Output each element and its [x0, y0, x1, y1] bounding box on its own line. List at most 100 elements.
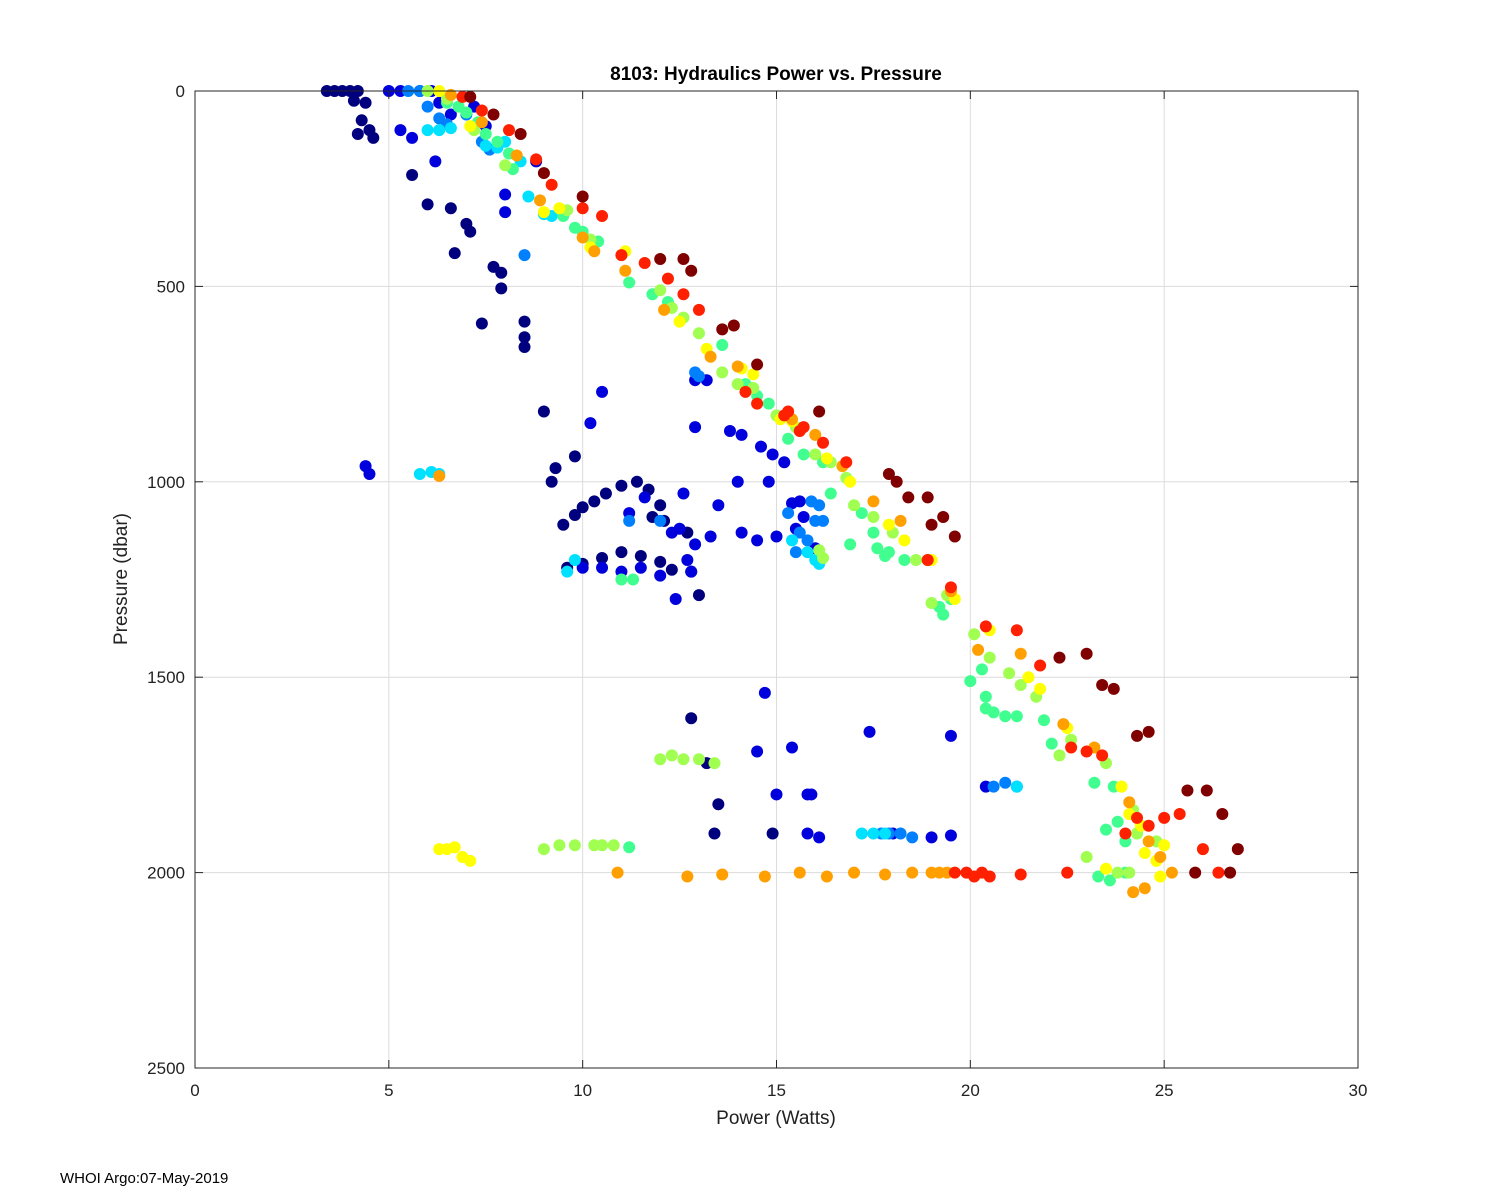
data-point [630, 475, 643, 488]
data-point [762, 475, 775, 488]
data-point [1154, 870, 1167, 883]
data-point [518, 249, 531, 262]
data-point [1014, 647, 1027, 660]
data-point [464, 120, 477, 133]
data-point [1100, 823, 1113, 836]
data-point [429, 155, 442, 168]
data-point [1196, 843, 1209, 856]
data-point [1010, 624, 1023, 637]
data-point [553, 202, 566, 215]
data-point [584, 417, 597, 430]
data-point [1158, 839, 1171, 852]
data-point [654, 555, 667, 568]
data-point [665, 526, 678, 539]
footer-stamp: WHOI Argo:07-May-2019 [60, 1170, 229, 1187]
data-point [460, 106, 473, 119]
data-point [1065, 741, 1078, 754]
data-point [522, 190, 535, 203]
data-point [882, 518, 895, 531]
data-point [817, 436, 830, 449]
data-point [708, 827, 721, 840]
data-point [809, 428, 822, 441]
data-point [747, 368, 760, 381]
data-point [576, 561, 589, 574]
data-point [867, 526, 880, 539]
data-point [820, 870, 833, 883]
data-point [937, 510, 950, 523]
data-point [576, 190, 589, 203]
data-point [1034, 682, 1047, 695]
data-point [623, 514, 636, 527]
data-point [568, 553, 581, 566]
data-point [867, 827, 880, 840]
data-point [894, 827, 907, 840]
data-point [623, 841, 636, 854]
data-point [723, 424, 736, 437]
y-tick-label: 1000 [147, 473, 185, 492]
data-point [762, 397, 775, 410]
data-point [906, 831, 919, 844]
data-point [1034, 659, 1047, 672]
data-point [1142, 819, 1155, 832]
data-point [549, 462, 562, 475]
data-point [716, 323, 729, 336]
data-point [537, 843, 550, 856]
data-point [1010, 780, 1023, 793]
data-point [510, 149, 523, 162]
data-point [716, 339, 729, 352]
data-point [844, 475, 857, 488]
data-point [809, 448, 822, 461]
data-point [654, 514, 667, 527]
data-point [1181, 784, 1194, 797]
data-point [1053, 749, 1066, 762]
data-point [1080, 850, 1093, 863]
data-point [1080, 647, 1093, 660]
data-point [1003, 667, 1016, 680]
data-point [735, 526, 748, 539]
data-point [634, 561, 647, 574]
data-point [848, 499, 861, 512]
data-point [1111, 815, 1124, 828]
data-point [793, 526, 806, 539]
data-point [754, 440, 767, 453]
data-point [925, 518, 938, 531]
data-point [824, 487, 837, 500]
data-point [499, 159, 512, 172]
data-point [948, 866, 961, 879]
data-point [677, 288, 690, 301]
data-point [1045, 737, 1058, 750]
data-point [615, 546, 628, 559]
data-point [879, 827, 892, 840]
data-point [576, 501, 589, 514]
data-point [1092, 870, 1105, 883]
data-point [433, 124, 446, 137]
data-point [1173, 807, 1186, 820]
data-point [692, 753, 705, 766]
data-point [1088, 776, 1101, 789]
y-tick-label: 2000 [147, 864, 185, 883]
data-point [712, 499, 725, 512]
data-point [1037, 714, 1050, 727]
y-tick-label: 1500 [147, 668, 185, 687]
data-point [576, 231, 589, 244]
data-point [778, 456, 791, 469]
data-point [867, 495, 880, 508]
ticks: 0 5 10 15 20 25 30 0 500 1000 1500 2000 2500 [147, 82, 1367, 1100]
data-point [793, 866, 806, 879]
data-point [770, 530, 783, 543]
data-point [433, 469, 446, 482]
y-tick-label: 2500 [147, 1059, 185, 1078]
data-point [1014, 679, 1027, 692]
data-point [692, 303, 705, 316]
data-point [704, 530, 717, 543]
data-point [708, 757, 721, 770]
data-point [669, 593, 682, 606]
y-tick-label: 0 [176, 82, 185, 101]
data-point [596, 385, 609, 398]
data-point [685, 712, 698, 725]
data-point [623, 276, 636, 289]
data-point [479, 139, 492, 152]
data-point [766, 827, 779, 840]
data-point [596, 561, 609, 574]
data-point [673, 315, 686, 328]
